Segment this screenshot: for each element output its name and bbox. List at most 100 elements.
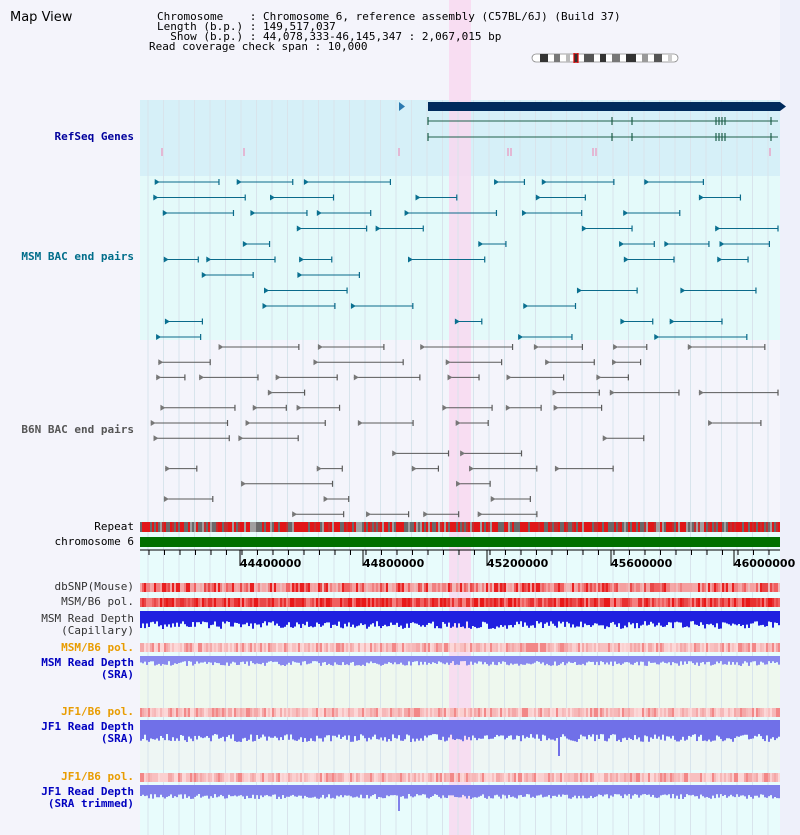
- read-depth-bar: [476, 611, 478, 629]
- read-depth-bar: [704, 656, 706, 665]
- chromosome-ideogram-icon[interactable]: [530, 53, 680, 63]
- polymorphism-cell: [306, 708, 308, 717]
- polymorphism-cell: [176, 583, 178, 592]
- repeat-segment: [356, 522, 358, 532]
- read-depth-bar: [352, 720, 354, 742]
- repeat-segment: [228, 522, 230, 532]
- repeat-segment: [146, 522, 148, 532]
- polymorphism-cell: [534, 708, 536, 717]
- read-depth-bar: [770, 611, 772, 623]
- polymorphism-cell: [710, 583, 712, 592]
- read-depth-bar: [416, 611, 418, 624]
- repeat-segment: [758, 522, 760, 532]
- polymorphism-cell: [440, 773, 442, 782]
- repeat-segment: [372, 522, 374, 532]
- read-depth-bar: [398, 785, 400, 811]
- polymorphism-cell: [286, 708, 288, 717]
- polymorphism-cell: [184, 598, 186, 607]
- read-depth-bar: [246, 785, 248, 796]
- polymorphism-cell: [504, 643, 506, 652]
- read-depth-bar: [244, 611, 246, 625]
- repeat-segment: [314, 522, 316, 532]
- repeat-segment: [440, 522, 442, 532]
- polymorphism-cell: [202, 583, 204, 592]
- polymorphism-cell: [468, 708, 470, 717]
- read-depth-bar: [200, 656, 202, 663]
- read-depth-bar: [396, 611, 398, 623]
- read-depth-bar: [674, 720, 676, 740]
- polymorphism-cell: [222, 643, 224, 652]
- read-depth-bar: [562, 720, 564, 735]
- polymorphism-cell: [162, 598, 164, 607]
- read-depth-bar: [238, 611, 240, 624]
- polymorphism-cell: [628, 708, 630, 717]
- polymorphism-cell: [554, 583, 556, 592]
- repeat-segment: [652, 522, 654, 532]
- repeat-segment: [298, 522, 300, 532]
- read-depth-bar: [678, 656, 680, 666]
- polymorphism-cell: [708, 773, 710, 782]
- polymorphism-cell: [686, 598, 688, 607]
- read-depth-bar: [262, 785, 264, 798]
- polymorphism-cell: [460, 708, 462, 717]
- read-depth-bar: [426, 720, 428, 738]
- polymorphism-cell: [158, 773, 160, 782]
- read-depth-bar: [348, 656, 350, 666]
- polymorphism-cell: [194, 643, 196, 652]
- repeat-segment: [456, 522, 458, 532]
- read-depth-bar: [514, 785, 516, 798]
- read-depth-bar: [462, 720, 464, 742]
- read-depth-bar: [596, 785, 598, 797]
- polymorphism-cell: [576, 643, 578, 652]
- repeat-segment: [202, 522, 204, 532]
- read-depth-bar: [514, 656, 516, 664]
- polymorphism-cell: [718, 773, 720, 782]
- bac-end-marker: [454, 318, 460, 325]
- bac-end-marker: [423, 511, 429, 518]
- read-depth-bar: [216, 656, 218, 664]
- polymorphism-cell: [276, 598, 278, 607]
- read-depth-bar: [232, 720, 234, 735]
- polymorphism-cell: [486, 773, 488, 782]
- read-depth-bar: [452, 656, 454, 662]
- read-depth-bar: [278, 720, 280, 741]
- polymorphism-cell: [686, 583, 688, 592]
- polymorphism-cell: [776, 583, 778, 592]
- polymorphism-cell: [644, 643, 646, 652]
- read-depth-bar: [774, 720, 776, 741]
- read-depth-bar: [502, 656, 504, 662]
- polymorphism-cell: [504, 598, 506, 607]
- read-depth-bar: [664, 720, 666, 741]
- read-depth-bar: [526, 611, 528, 626]
- polymorphism-cell: [506, 583, 508, 592]
- read-depth-bar: [420, 720, 422, 739]
- read-depth-bar: [628, 785, 630, 795]
- polymorphism-cell: [616, 583, 618, 592]
- polymorphism-cell: [706, 773, 708, 782]
- polymorphism-cell: [384, 598, 386, 607]
- read-depth-bar: [590, 611, 592, 627]
- bac-end-marker: [366, 511, 372, 518]
- read-depth-bar: [770, 785, 772, 796]
- read-depth-bar: [414, 611, 416, 624]
- polymorphism-cell: [554, 773, 556, 782]
- read-depth-bar: [240, 720, 242, 742]
- polymorphism-cell: [396, 643, 398, 652]
- repeat-segment: [484, 522, 486, 532]
- read-depth-bar: [404, 611, 406, 628]
- read-depth-bar: [352, 785, 354, 798]
- read-depth-bar: [260, 720, 262, 738]
- read-depth-bar: [150, 656, 152, 662]
- read-depth-bar: [340, 656, 342, 666]
- read-depth-bar: [654, 720, 656, 735]
- polymorphism-cell: [220, 708, 222, 717]
- polymorphism-cell: [672, 583, 674, 592]
- polymorphism-cell: [608, 598, 610, 607]
- repeat-segment: [332, 522, 334, 532]
- bac-end-marker: [242, 241, 248, 247]
- polymorphism-cell: [764, 583, 766, 592]
- polymorphism-cell: [646, 773, 648, 782]
- read-depth-bar: [290, 656, 292, 665]
- read-depth-bar: [566, 785, 568, 795]
- polymorphism-cell: [636, 773, 638, 782]
